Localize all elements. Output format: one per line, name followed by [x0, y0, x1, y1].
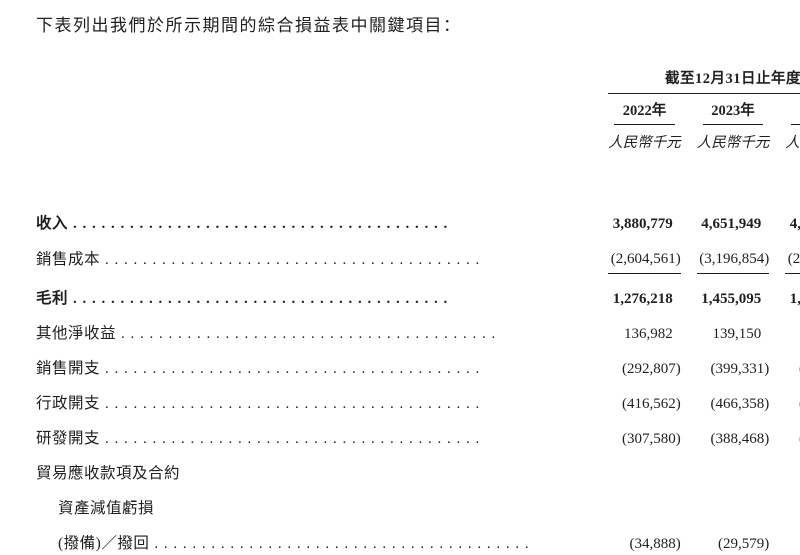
- cell-value: 136,982: [624, 325, 673, 342]
- leader-dots: [105, 360, 592, 378]
- year-header: 2024年: [785, 94, 800, 125]
- cell-value: (292,807): [622, 360, 681, 377]
- cell-value: 1,455,095: [701, 290, 762, 307]
- cell-value: 1,134,030: [789, 290, 800, 307]
- empty-corner-cell: [36, 60, 592, 94]
- unit-label: 人民幣千元: [696, 134, 770, 151]
- unit-label: 人民幣千元: [785, 134, 800, 151]
- row-label: 收入: [36, 211, 592, 233]
- year-header: 2023年: [697, 94, 770, 125]
- cell-value: (34,888): [629, 535, 681, 552]
- cell-value: [785, 453, 800, 488]
- leader-dots: [154, 535, 592, 553]
- cell-value: 1,276,218: [612, 290, 673, 307]
- cell-value: 4,651,949: [701, 215, 762, 232]
- row-label: 研發開支: [36, 426, 592, 448]
- cell-value: (388,468): [710, 430, 770, 447]
- cell-value: [697, 488, 770, 523]
- cell-value: (416,562): [622, 395, 681, 412]
- table-row-admin-expenses: 行政開支 (416,562) (466,358) (550,149) (381,…: [36, 383, 800, 418]
- row-label: 銷售成本: [36, 247, 592, 269]
- cell-value: (399,331): [710, 360, 770, 377]
- row-label: (撥備)／撥回: [36, 531, 592, 553]
- table-row-gross-profit: 毛利 1,276,218 1,455,095 1,134,030 1,006,1…: [36, 274, 800, 313]
- cell-value: (62,689): [785, 523, 800, 555]
- row-label: 資產減值虧損: [58, 499, 155, 517]
- currency-unit-row: 人民幣千元 人民幣千元 人民幣千元 人民幣千元 人民幣千元: [36, 125, 800, 152]
- cell-value: (3,196,854): [696, 238, 770, 274]
- row-label: 銷售開支: [36, 356, 592, 378]
- table-row-trade-receivables-line2: 資產減值虧損: [36, 488, 800, 523]
- income-statement-table: 截至12月31日止年度 截至9月30日止九個月 2022年 2023年 2024…: [20, 60, 800, 555]
- cell-value: [785, 488, 800, 523]
- table-row-revenue: 收入 3,880,779 4,651,949 4,008,772 3,370,2…: [36, 203, 800, 238]
- cell-value: [697, 453, 770, 488]
- year-header: 2022年: [608, 94, 681, 125]
- year-header-row: 2022年 2023年 2024年 2024年 2025年: [36, 94, 800, 125]
- spacer-row: [36, 174, 800, 203]
- cell-value: [608, 488, 681, 523]
- row-label: 貿易應收款項及合約: [36, 464, 181, 482]
- row-label: 行政開支: [36, 391, 592, 413]
- table-row-other-net-income: 其他淨收益 136,982 139,150 123,035 107,798 63…: [36, 313, 800, 348]
- unit-label: 人民幣千元: [608, 134, 681, 151]
- leader-dots: [73, 215, 592, 233]
- column-group-header-row: 截至12月31日止年度 截至9月30日止九個月: [36, 60, 800, 94]
- leader-dots: [105, 395, 592, 413]
- cell-value: 139,150: [712, 325, 762, 342]
- cell-value: (307,580): [622, 430, 681, 447]
- table-row-selling-expenses: 銷售開支 (292,807) (399,331) (445,689) (324,…: [36, 348, 800, 383]
- table-row-rd-expenses: 研發開支 (307,580) (388,468) (442,233) (306,…: [36, 418, 800, 453]
- cell-value: (445,689): [785, 348, 800, 383]
- unaudited-note-row: (未經審計): [36, 152, 800, 174]
- group-header-year-ended: 截至12月31日止年度: [608, 60, 800, 94]
- leader-dots: [105, 251, 592, 269]
- table-row-cost-of-sales: 銷售成本 (2,604,561) (3,196,854) (2,874,742)…: [36, 238, 800, 274]
- cell-value: (2,874,742): [785, 238, 800, 274]
- page-title: 下表列出我們於所示期間的綜合損益表中關鍵項目：: [36, 16, 462, 35]
- leader-dots: [121, 325, 592, 343]
- cell-value: (2,604,561): [608, 238, 681, 274]
- cell-value: [608, 453, 681, 488]
- row-label: 其他淨收益: [36, 321, 592, 343]
- cell-value: (466,358): [710, 395, 770, 412]
- table-row-trade-receivables-line1: 貿易應收款項及合約: [36, 453, 800, 488]
- leader-dots: [73, 290, 592, 308]
- cell-value: 3,880,779: [612, 215, 673, 232]
- cell-value: (442,233): [785, 418, 800, 453]
- table-row-provision-reversal: (撥備)／撥回 (34,888) (29,579) (62,689) (21,6…: [36, 523, 800, 555]
- row-label: 毛利: [36, 286, 592, 308]
- cell-value: 4,008,772: [789, 215, 800, 232]
- cell-value: 123,035: [785, 313, 800, 348]
- cell-value: (29,579): [718, 535, 770, 552]
- cell-value: (550,149): [785, 383, 800, 418]
- leader-dots: [105, 430, 592, 448]
